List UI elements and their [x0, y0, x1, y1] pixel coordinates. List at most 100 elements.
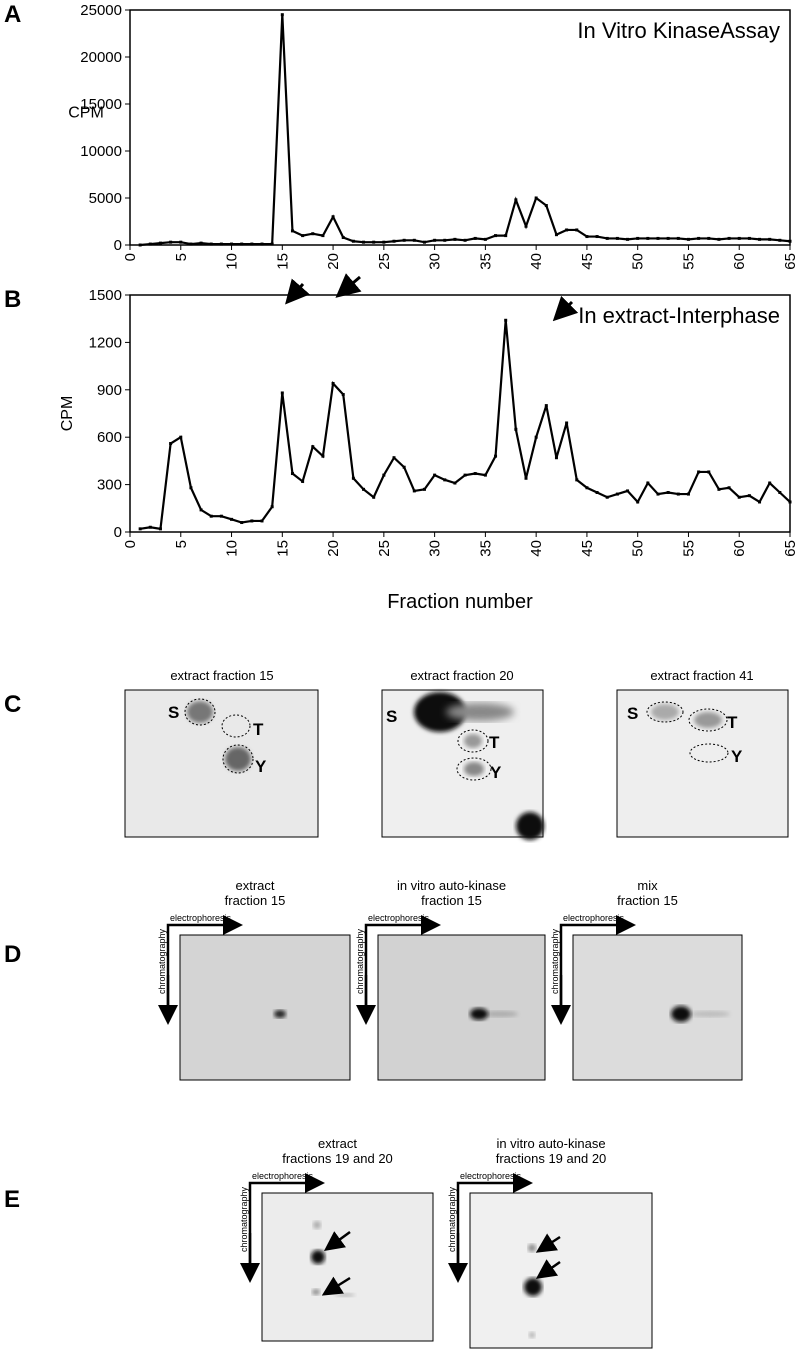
spot: [529, 1332, 535, 1338]
panel-letter: B: [4, 286, 21, 313]
data-point: [575, 228, 579, 232]
data-point: [615, 492, 619, 496]
data-point: [270, 505, 274, 509]
y-tick-label: 300: [97, 477, 122, 494]
data-point: [209, 242, 213, 246]
data-point: [626, 237, 630, 241]
panel-c-image-2: extract fraction 20 S T Y: [381, 668, 544, 840]
data-point: [443, 238, 447, 242]
gel-image: [261, 1192, 434, 1342]
image-title: extract fraction 20: [410, 668, 513, 683]
data-point: [240, 242, 244, 246]
data-point: [676, 236, 680, 240]
data-point: [737, 495, 741, 499]
data-point: [351, 476, 355, 480]
data-point: [321, 234, 325, 238]
spot: [524, 1278, 542, 1296]
data-point: [575, 478, 579, 482]
data-point: [219, 242, 223, 246]
y-axis-label: CPM: [59, 396, 76, 432]
data-point: [463, 473, 467, 477]
spot: [311, 1250, 325, 1264]
data-point: [554, 233, 558, 237]
y-tick-label: 5000: [89, 190, 122, 207]
x-tick-label: 45: [579, 253, 596, 270]
data-point: [412, 489, 416, 493]
data-point: [331, 215, 335, 219]
x-tick-label: 0: [122, 540, 139, 548]
data-point: [656, 492, 660, 496]
x-tick-label: 20: [325, 540, 342, 557]
data-point: [148, 525, 152, 529]
spot: [482, 1011, 518, 1017]
data-point: [768, 481, 772, 485]
x-tick-label: 25: [376, 540, 393, 557]
data-point: [707, 236, 711, 240]
panel-letter: C: [4, 691, 21, 718]
data-point: [758, 500, 762, 504]
spot: [464, 734, 482, 748]
data-point: [656, 236, 660, 240]
panel-letter: D: [4, 941, 21, 968]
spot-outline: [456, 757, 492, 781]
spot: [187, 701, 213, 723]
data-point: [321, 454, 325, 458]
data-point: [362, 487, 366, 491]
x-tick-label: 15: [274, 540, 291, 557]
spot: [690, 1011, 730, 1017]
data-point: [504, 318, 508, 322]
spot: [528, 1244, 536, 1252]
spot-outline: [457, 729, 489, 753]
spot-label: Y: [255, 757, 267, 776]
data-point: [402, 465, 406, 469]
image-title: extract fraction 41: [650, 668, 753, 683]
data-point: [605, 495, 609, 499]
plot-frame: [129, 294, 791, 533]
x-tick-label: 0: [122, 253, 139, 261]
spot-outline: [646, 701, 684, 723]
data-point: [311, 445, 315, 449]
y-tick-label: 0: [114, 524, 122, 541]
axis-label: electrophoresis: [170, 913, 232, 923]
spot: [470, 1008, 488, 1020]
image-title: fractions 19 and 20: [282, 1151, 393, 1166]
x-tick-label: 10: [224, 540, 241, 557]
data-point: [443, 478, 447, 482]
data-point: [514, 427, 518, 431]
data-point: [362, 240, 366, 244]
spot-label: S: [386, 707, 397, 726]
data-point: [382, 473, 386, 477]
data-point: [260, 242, 264, 246]
spot: [464, 762, 484, 776]
data-point: [433, 473, 437, 477]
data-point: [585, 486, 589, 490]
data-point: [544, 404, 548, 408]
gel-image: [124, 689, 319, 838]
data-point: [727, 236, 731, 240]
axis-label: chromatography: [550, 929, 560, 995]
axis-label: chromatography: [239, 1187, 249, 1253]
data-point: [189, 242, 193, 246]
data-point: [636, 500, 640, 504]
spot: [446, 703, 514, 721]
spot: [671, 1006, 691, 1022]
y-tick-label: 600: [97, 429, 122, 446]
y-tick-label: 900: [97, 382, 122, 399]
data-point: [605, 236, 609, 240]
data-point: [686, 237, 690, 241]
data-point: [453, 481, 457, 485]
data-point: [158, 527, 162, 531]
data-point: [199, 241, 203, 245]
data-point: [615, 236, 619, 240]
spot-outline: [689, 743, 729, 763]
data-point: [138, 243, 142, 247]
data-point: [301, 479, 305, 483]
image-title: fraction 15: [421, 893, 482, 908]
spot-label: Y: [731, 747, 743, 766]
data-point: [727, 486, 731, 490]
spot-label: T: [489, 733, 500, 752]
